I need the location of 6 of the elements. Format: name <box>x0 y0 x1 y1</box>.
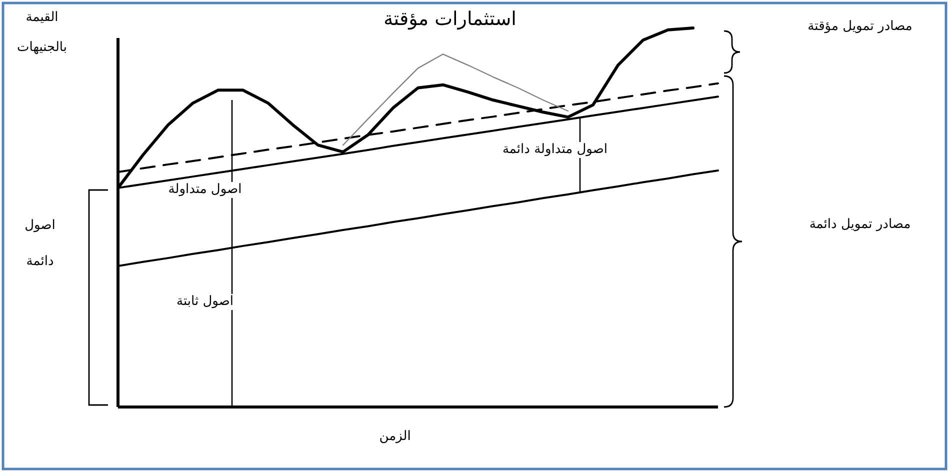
xlabel: الزمن <box>379 429 411 445</box>
annotation: مصادر تمويل مؤقتة <box>808 19 912 35</box>
annotation: اصول دائمة <box>24 217 56 271</box>
annotation: مصادر تمويل دائمة <box>809 217 911 233</box>
ylabel: القيمة بالجنيهات <box>16 9 68 57</box>
annotation: اصول ثابتة <box>174 294 236 310</box>
